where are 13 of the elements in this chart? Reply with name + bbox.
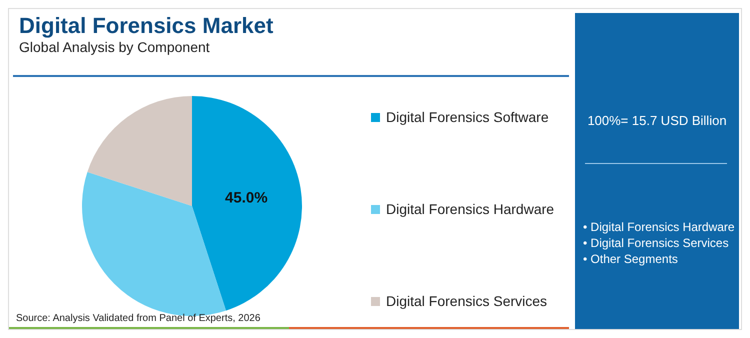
chart-title: Digital Forensics Market <box>19 13 274 39</box>
source-note: Source: Analysis Validated from Panel of Experts, 2026 <box>16 313 260 324</box>
legend-label: Digital Forensics Software <box>385 109 550 125</box>
legend-label: Digital Forensics Services <box>385 293 548 309</box>
pie-slice <box>87 96 192 206</box>
text: • Other Segments <box>583 251 679 267</box>
pie-slice <box>192 96 302 311</box>
text: • Digital Forensics Services <box>583 235 730 251</box>
chart-subtitle: Global Analysis by Component <box>19 39 210 55</box>
text: 100%= 15.7 USD Billion <box>586 113 728 128</box>
text: • Digital Forensics Hardware <box>583 219 735 235</box>
data-label: 45.0% <box>225 190 268 207</box>
legend-label: Digital Forensics Hardware <box>385 201 554 217</box>
